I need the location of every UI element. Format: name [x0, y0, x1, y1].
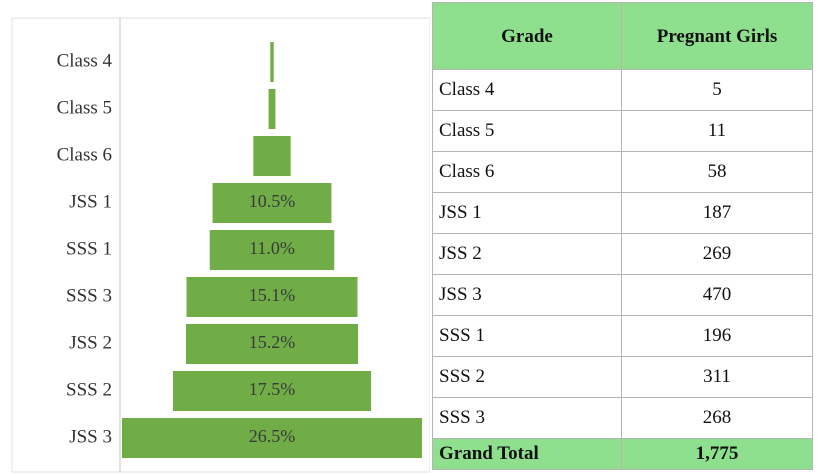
- table-row: JSS 2 269: [432, 233, 813, 275]
- table-row: SSS 1 196: [432, 315, 813, 357]
- table-row: SSS 3 268: [432, 397, 813, 439]
- count-cell: 470: [621, 274, 813, 316]
- funnel-bar: [253, 136, 291, 176]
- total-value: 1,775: [621, 438, 813, 470]
- count-cell: 268: [621, 397, 813, 439]
- grade-cell: JSS 2: [432, 233, 622, 275]
- header-row: Grade Pregnant Girls: [432, 2, 813, 70]
- category-label: SSS 3: [66, 285, 112, 306]
- category-label: JSS 1: [69, 191, 112, 212]
- funnel-bar: [209, 230, 335, 270]
- grade-cell: JSS 3: [432, 274, 622, 316]
- count-cell: 269: [621, 233, 813, 275]
- funnel-bar: [212, 183, 332, 223]
- value-label: 15.2%: [249, 332, 296, 352]
- chart-frame: [11, 17, 430, 473]
- category-label: Class 5: [57, 97, 112, 118]
- table-row: JSS 3 470: [432, 274, 813, 316]
- grade-cell: Class 5: [432, 110, 622, 152]
- value-label: 26.5%: [249, 426, 296, 446]
- category-label: JSS 2: [69, 332, 112, 353]
- funnel-bar: [268, 89, 276, 129]
- data-table: Grade Pregnant Girls Class 4 5 Class 5 11 Cl…: [432, 2, 813, 470]
- table-row: Class 5 11: [432, 110, 813, 152]
- count-cell: 58: [621, 151, 813, 193]
- table-row: Class 6 58: [432, 151, 813, 193]
- grade-cell: Class 6: [432, 151, 622, 193]
- header-cell: Pregnant Girls: [621, 2, 813, 70]
- funnel-bar: [185, 324, 359, 364]
- table-row: JSS 1 187: [432, 192, 813, 234]
- funnel-bar: [270, 42, 274, 82]
- header-cell: Grade: [432, 2, 622, 70]
- count-cell: 311: [621, 356, 813, 398]
- grade-cell: SSS 3: [432, 397, 622, 439]
- count-cell: 196: [621, 315, 813, 357]
- funnel-bar: [186, 277, 358, 317]
- category-label: SSS 1: [66, 238, 112, 259]
- funnel-bar: [122, 418, 422, 458]
- grade-cell: JSS 1: [432, 192, 622, 234]
- grade-cell: Class 4: [432, 69, 622, 111]
- grade-cell: SSS 1: [432, 315, 622, 357]
- value-label: 11.0%: [249, 238, 295, 258]
- count-cell: 187: [621, 192, 813, 234]
- grade-cell: SSS 2: [432, 356, 622, 398]
- total-label: Grand Total: [432, 438, 622, 470]
- count-cell: 5: [621, 69, 813, 111]
- category-label: SSS 2: [66, 379, 112, 400]
- value-label: 10.5%: [249, 191, 296, 211]
- table-row: SSS 2 311: [432, 356, 813, 398]
- total-row: Grand Total 1,775: [432, 438, 813, 470]
- category-label: Class 4: [57, 50, 113, 71]
- category-label: Class 6: [57, 144, 112, 165]
- funnel-bar: [172, 371, 372, 411]
- funnel-chart: Class 4 Class 5 Class 6 JSS 1 10.5% SSS 1 11.0…: [11, 17, 430, 473]
- value-label: 17.5%: [249, 379, 296, 399]
- count-cell: 11: [621, 110, 813, 152]
- category-label: JSS 3: [69, 426, 112, 447]
- value-label: 15.1%: [249, 285, 296, 305]
